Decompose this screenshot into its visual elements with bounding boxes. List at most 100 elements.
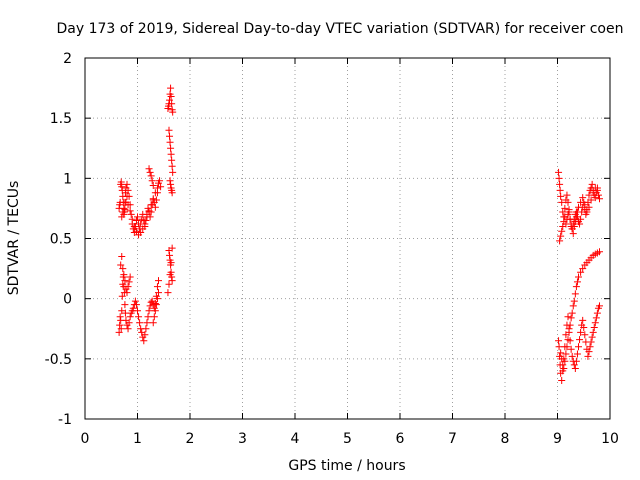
data-point [588, 180, 596, 188]
data-point [557, 232, 565, 240]
data-point [167, 150, 175, 158]
series-early-upper-cluster [115, 165, 165, 239]
data-point [139, 225, 147, 233]
x-tick-label: 3 [238, 431, 247, 447]
data-point [123, 289, 131, 297]
data-point [568, 352, 576, 360]
data-point [153, 184, 161, 192]
data-point [145, 165, 153, 173]
data-point [559, 361, 567, 369]
x-tick-label: 0 [81, 431, 90, 447]
data-point [152, 301, 160, 309]
data-point [144, 313, 152, 321]
data-point [146, 168, 154, 176]
data-point [124, 186, 132, 194]
y-axis-label: SDTVAR / TECUs [6, 181, 22, 296]
data-point [567, 314, 575, 322]
data-point [580, 324, 588, 332]
data-point [589, 328, 597, 336]
data-point [572, 357, 580, 365]
data-point [585, 203, 593, 211]
data-point [572, 283, 580, 291]
data-point [169, 168, 177, 176]
data-point [115, 328, 123, 336]
data-point [557, 349, 565, 357]
data-point [135, 313, 143, 321]
data-point [561, 204, 569, 212]
data-point [579, 316, 587, 324]
data-point [168, 277, 176, 285]
data-point [134, 307, 141, 315]
data-point [129, 304, 137, 312]
data-point [588, 333, 596, 341]
data-point [152, 196, 160, 204]
y-tick-label: 0.5 [50, 232, 72, 248]
y-tick-label: 1 [63, 171, 72, 187]
data-point [121, 301, 129, 309]
data-point [149, 182, 157, 190]
data-point [166, 132, 174, 140]
grid-lines [85, 58, 610, 419]
chart-title: Day 173 of 2019, Sidereal Day-to-day VTE… [57, 21, 624, 37]
data-point [131, 297, 139, 305]
data-point [563, 191, 571, 199]
data-point [558, 198, 566, 206]
data-point [168, 244, 176, 252]
data-point [564, 198, 572, 206]
data-point [576, 336, 584, 344]
data-point [566, 215, 574, 223]
data-point [166, 271, 174, 279]
x-tick-label: 2 [186, 431, 195, 447]
data-point [556, 237, 564, 245]
data-point [121, 206, 129, 214]
data-point [575, 203, 582, 211]
data-point [128, 215, 136, 223]
data-point [592, 314, 600, 322]
data-point [118, 253, 126, 261]
data-point [559, 208, 567, 216]
data-point [555, 168, 563, 176]
data-point [116, 321, 124, 329]
data-point [123, 192, 131, 200]
series-late-upper-cluster [555, 168, 603, 245]
data-point [134, 213, 141, 221]
data-point [168, 189, 176, 197]
data-point [153, 283, 161, 291]
data-point [583, 208, 591, 216]
data-point [596, 195, 603, 203]
data-points [115, 84, 603, 384]
y-tick-label: -1 [58, 412, 72, 428]
data-point [569, 230, 577, 238]
data-point [142, 216, 150, 224]
data-point [124, 201, 132, 209]
data-point [571, 290, 579, 298]
data-point [560, 364, 568, 372]
data-point [155, 289, 162, 297]
y-tick-label: 2 [63, 51, 72, 67]
data-point [573, 208, 581, 216]
data-point [120, 271, 128, 279]
data-point [569, 302, 577, 310]
data-point [558, 376, 566, 384]
x-tick-label: 7 [448, 431, 457, 447]
data-point [132, 301, 140, 309]
data-point [143, 213, 151, 221]
data-point [149, 319, 157, 327]
data-point [555, 337, 563, 345]
x-tick-label: 8 [501, 431, 510, 447]
data-point [577, 268, 585, 276]
data-point [577, 215, 585, 223]
x-tick-label: 5 [343, 431, 352, 447]
data-point [118, 292, 126, 300]
data-point [575, 343, 582, 351]
data-point [585, 348, 593, 356]
data-point [556, 186, 564, 194]
data-point [558, 227, 566, 235]
data-point [151, 203, 159, 211]
data-point [561, 357, 569, 365]
data-point [137, 228, 145, 236]
data-point [151, 189, 159, 197]
x-tick-label: 10 [601, 431, 619, 447]
data-point [146, 302, 154, 310]
